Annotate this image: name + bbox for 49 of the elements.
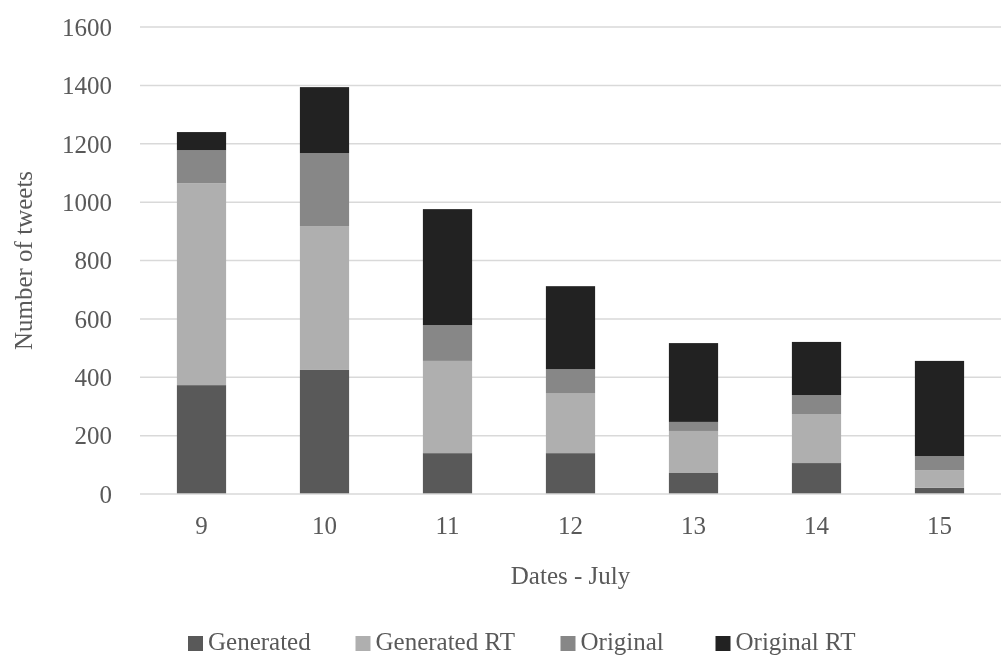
bar	[791, 414, 842, 464]
bar	[914, 470, 965, 488]
legend-label: Original RT	[735, 628, 856, 655]
x-tick-label: 14	[804, 512, 830, 539]
bar	[299, 226, 350, 370]
y-tick-label: 400	[74, 364, 112, 391]
legend-label: Generated RT	[375, 628, 515, 655]
bar	[668, 430, 719, 473]
bar	[422, 209, 473, 325]
bar	[914, 360, 965, 457]
bar	[668, 421, 719, 431]
bar	[791, 395, 842, 415]
bar	[914, 456, 965, 471]
bar	[176, 150, 227, 184]
x-axis-title: Dates - July	[510, 562, 631, 589]
x-tick-label: 9	[195, 512, 208, 539]
y-tick-label: 0	[99, 480, 112, 508]
bar	[176, 132, 227, 151]
bar	[176, 183, 227, 386]
bar	[668, 472, 719, 494]
bar	[422, 325, 473, 361]
y-tick-label: 1400	[62, 72, 112, 100]
bar	[422, 360, 473, 454]
bar	[668, 343, 719, 422]
bar	[299, 153, 350, 227]
bar	[299, 369, 350, 494]
bar	[545, 286, 596, 370]
bar	[791, 341, 842, 396]
y-tick-label: 600	[74, 305, 112, 333]
legend-label: Generated	[208, 628, 312, 655]
y-tick-label: 1200	[62, 130, 112, 158]
legend-label: Original	[580, 628, 664, 655]
bar	[422, 453, 473, 494]
bar	[791, 463, 842, 494]
y-tick-label: 1000	[62, 188, 112, 216]
y-tick-label: 200	[74, 422, 112, 450]
bar	[545, 369, 596, 394]
x-tick-label: 11	[435, 512, 460, 539]
x-tick-label: 13	[681, 512, 706, 539]
x-tick-label: 15	[927, 512, 952, 539]
y-tick-label: 1600	[62, 13, 112, 41]
bar	[545, 453, 596, 494]
bar	[545, 393, 596, 454]
y-tick-label: 800	[74, 247, 112, 275]
bar	[299, 87, 350, 154]
x-tick-label: 10	[312, 512, 337, 539]
x-tick-label: 12	[558, 512, 583, 539]
bar	[176, 385, 227, 494]
y-axis-title: Number of tweets	[10, 170, 37, 351]
